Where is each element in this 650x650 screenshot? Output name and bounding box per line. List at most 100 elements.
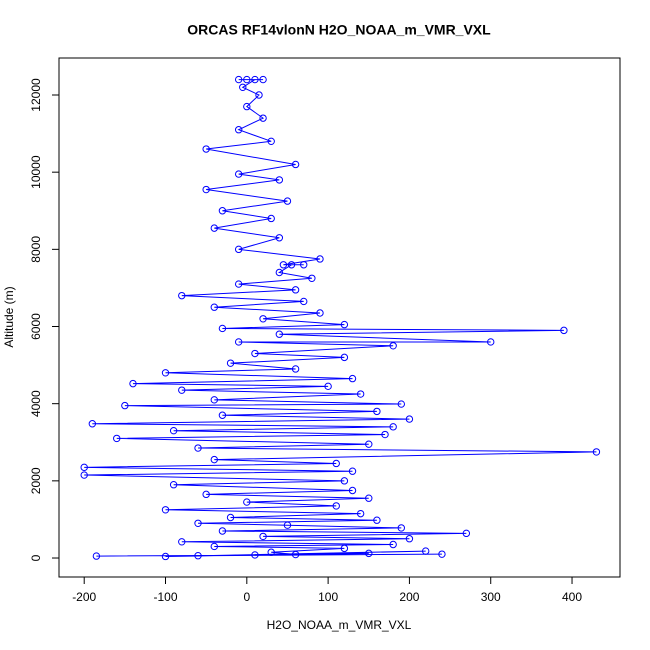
data-point (113, 434, 121, 443)
data-point (259, 114, 267, 122)
data-point (405, 415, 414, 423)
data-point (267, 137, 275, 146)
data-point (291, 365, 300, 373)
data-point (592, 448, 601, 456)
y-axis-label: Altitude (m) (2, 286, 16, 347)
data-point (291, 550, 300, 559)
data-point (324, 382, 332, 391)
data-point (218, 207, 227, 215)
data-point (161, 369, 170, 377)
data-point (291, 286, 300, 294)
data-point (267, 214, 275, 223)
data-point (202, 185, 210, 194)
data-point (161, 506, 170, 514)
data-point (389, 423, 397, 431)
data-point (210, 542, 218, 551)
x-tick-label: 300 (481, 590, 501, 604)
data-point (169, 426, 178, 435)
data-point (397, 400, 405, 408)
data-point (291, 160, 300, 169)
data-point (129, 379, 137, 388)
data-point (275, 176, 284, 184)
data-point (239, 83, 247, 91)
data-point (389, 540, 397, 549)
data-point (202, 145, 210, 153)
data-point (316, 255, 324, 263)
data-point (92, 552, 101, 560)
data-point (373, 516, 381, 524)
data-point (267, 548, 275, 556)
data-point (251, 75, 259, 84)
data-point (234, 280, 243, 288)
data-point (251, 551, 259, 559)
data-point (234, 245, 243, 254)
data-point (218, 411, 227, 419)
data-point (210, 455, 218, 464)
data-point (462, 529, 471, 538)
data-point (234, 338, 243, 346)
data-point (397, 524, 405, 532)
data-line (84, 79, 597, 557)
data-point (348, 467, 357, 475)
data-point (178, 538, 186, 546)
data-point (340, 353, 349, 362)
data-point (438, 550, 446, 558)
data-point (234, 170, 243, 178)
data-point (210, 224, 218, 232)
data-point (194, 444, 202, 452)
data-point (356, 390, 365, 398)
data-point (300, 297, 308, 306)
data-point (243, 498, 251, 506)
data-point (202, 490, 210, 499)
data-point (340, 477, 349, 485)
data-point (226, 359, 235, 367)
data-point (80, 463, 88, 472)
data-point (365, 440, 373, 448)
data-point (332, 502, 340, 510)
data-point (348, 486, 357, 495)
data-point (332, 459, 340, 468)
data-point (421, 547, 430, 555)
y-tick-label: 2000 (29, 467, 43, 494)
data-point (259, 75, 267, 84)
data-point (218, 527, 227, 535)
x-tick-label: 0 (243, 590, 250, 604)
data-point (259, 315, 267, 323)
data-point (251, 349, 259, 358)
data-point (194, 519, 202, 527)
data-point (194, 552, 202, 560)
y-tick-label: 0 (29, 554, 43, 561)
data-point (275, 234, 284, 242)
y-tick-label: 6000 (29, 313, 43, 340)
data-point (210, 303, 218, 311)
data-point (169, 481, 178, 489)
data-point (365, 494, 373, 502)
data-point (218, 324, 227, 333)
data-point (300, 261, 308, 269)
x-tick-label: 100 (318, 590, 338, 604)
data-point (283, 521, 292, 529)
data-point (348, 374, 357, 383)
data-point (255, 91, 263, 99)
y-tick-label: 12000 (29, 78, 43, 112)
data-point (405, 535, 414, 543)
y-tick-label: 10000 (29, 155, 43, 189)
data-point (356, 509, 365, 518)
y-tick-label: 4000 (29, 390, 43, 417)
data-point (234, 126, 243, 134)
data-point (275, 268, 284, 277)
x-tick-label: 200 (399, 590, 419, 604)
data-point (287, 261, 296, 269)
x-tick-label: 400 (562, 590, 582, 604)
data-point (381, 430, 389, 439)
chart-title: ORCAS RF14vlonN H2O_NOAA_m_VMR_VXL (187, 22, 491, 38)
data-point (365, 549, 373, 558)
data-point (161, 552, 170, 561)
data-point (234, 75, 243, 84)
data-point (243, 102, 251, 111)
data-point (487, 338, 495, 346)
data-point (210, 396, 218, 404)
data-point (178, 291, 186, 300)
data-point (178, 386, 186, 394)
